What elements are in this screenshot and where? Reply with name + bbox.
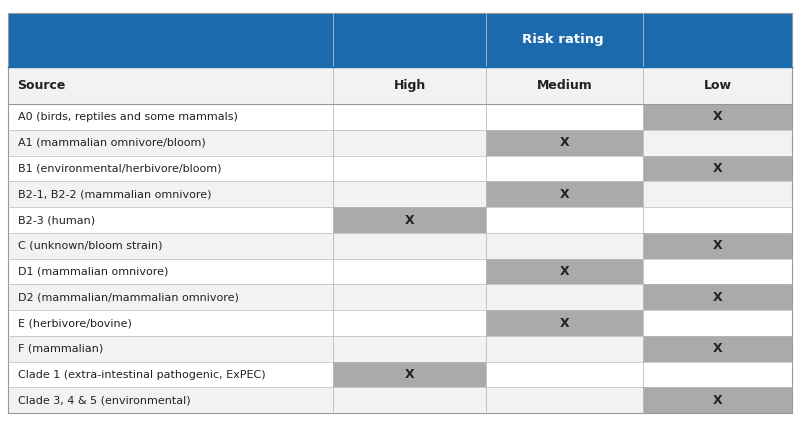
Text: X: X (560, 317, 570, 330)
Bar (8, 388, 334, 413)
Bar (486, 336, 643, 362)
Bar (334, 207, 486, 233)
Bar (486, 259, 643, 285)
Bar (8, 67, 792, 104)
Text: B2-3 (human): B2-3 (human) (18, 215, 94, 225)
Bar (334, 155, 486, 181)
Text: X: X (713, 291, 722, 304)
Bar (334, 104, 486, 130)
Bar (486, 310, 643, 336)
Text: X: X (405, 368, 414, 381)
Text: D1 (mammalian omnivore): D1 (mammalian omnivore) (18, 267, 168, 276)
Bar (643, 181, 792, 207)
Bar (643, 130, 792, 155)
Bar (8, 362, 334, 388)
Text: X: X (713, 394, 722, 407)
Text: Clade 1 (extra-intestinal pathogenic, ExPEC): Clade 1 (extra-intestinal pathogenic, Ex… (18, 370, 266, 380)
Text: X: X (713, 343, 722, 355)
Bar (334, 181, 486, 207)
Text: High: High (394, 79, 426, 92)
Bar (8, 13, 792, 67)
Text: Low: Low (703, 79, 731, 92)
Bar (334, 362, 486, 388)
Bar (8, 233, 334, 259)
Bar (8, 181, 334, 207)
Text: E (herbivore/bovine): E (herbivore/bovine) (18, 318, 131, 328)
Text: X: X (560, 136, 570, 149)
Bar (8, 259, 334, 285)
Bar (334, 130, 486, 155)
Text: B2-1, B2-2 (mammalian omnivore): B2-1, B2-2 (mammalian omnivore) (18, 189, 211, 199)
Bar (643, 388, 792, 413)
Text: C (unknown/bloom strain): C (unknown/bloom strain) (18, 241, 162, 251)
Bar (486, 181, 643, 207)
Bar (643, 233, 792, 259)
Bar (643, 104, 792, 130)
Text: Source: Source (18, 79, 66, 92)
Text: Medium: Medium (537, 79, 593, 92)
Bar (486, 155, 643, 181)
Bar (643, 310, 792, 336)
Bar (486, 104, 643, 130)
Bar (334, 285, 486, 310)
Bar (334, 388, 486, 413)
Bar (486, 207, 643, 233)
Text: D2 (mammalian/mammalian omnivore): D2 (mammalian/mammalian omnivore) (18, 292, 238, 302)
Bar (8, 310, 334, 336)
Text: F (mammalian): F (mammalian) (18, 344, 103, 354)
Text: X: X (560, 188, 570, 201)
Bar (8, 104, 334, 130)
Bar (334, 233, 486, 259)
Text: Clade 3, 4 & 5 (environmental): Clade 3, 4 & 5 (environmental) (18, 395, 190, 406)
Bar (8, 130, 334, 155)
Bar (486, 130, 643, 155)
Bar (486, 233, 643, 259)
Bar (643, 336, 792, 362)
Text: X: X (713, 162, 722, 175)
Text: X: X (713, 110, 722, 124)
Bar (8, 285, 334, 310)
Text: X: X (560, 265, 570, 278)
Bar (486, 388, 643, 413)
Text: X: X (405, 213, 414, 227)
Bar (8, 155, 334, 181)
Bar (8, 207, 334, 233)
Bar (643, 285, 792, 310)
Bar (334, 310, 486, 336)
Bar (486, 285, 643, 310)
Text: A0 (birds, reptiles and some mammals): A0 (birds, reptiles and some mammals) (18, 112, 238, 122)
Bar (334, 336, 486, 362)
Bar (8, 336, 334, 362)
Bar (486, 362, 643, 388)
Bar (334, 259, 486, 285)
Bar (643, 207, 792, 233)
Bar (643, 362, 792, 388)
Bar (643, 259, 792, 285)
Text: A1 (mammalian omnivore/bloom): A1 (mammalian omnivore/bloom) (18, 138, 206, 148)
Bar (643, 155, 792, 181)
Text: X: X (713, 239, 722, 252)
Text: B1 (environmental/herbivore/bloom): B1 (environmental/herbivore/bloom) (18, 164, 221, 173)
Text: Risk rating: Risk rating (522, 33, 603, 46)
